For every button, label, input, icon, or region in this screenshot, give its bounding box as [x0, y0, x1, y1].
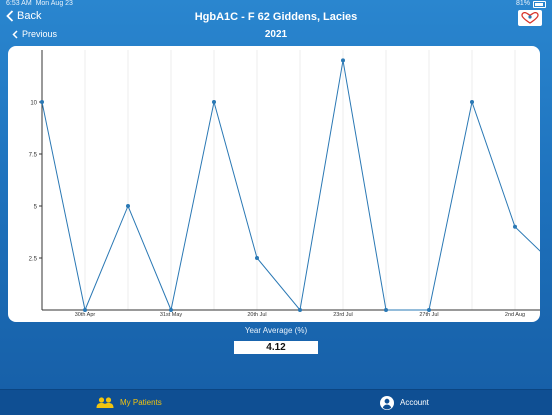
heart-logo-icon — [521, 12, 539, 24]
tab-bar: My Patients Account — [0, 389, 552, 415]
chevron-left-small-icon — [12, 29, 18, 39]
status-time: 6:53 AM — [6, 0, 32, 7]
x-tick-label: 2nd Aug — [505, 312, 525, 318]
data-point — [40, 100, 44, 104]
data-point — [513, 224, 517, 229]
series-line — [41, 60, 540, 312]
year-navigation: Previous 2021 — [0, 28, 552, 44]
page-title: HgbA1C - F 62 Giddens, Lacies — [194, 11, 358, 23]
battery-percent: 81% — [515, 0, 530, 7]
y-tick-label: 10 — [30, 101, 37, 107]
data-point — [298, 308, 302, 312]
status-date: Mon Aug 23 — [35, 0, 73, 7]
x-tick-label: 23rd Jul — [333, 312, 353, 318]
y-tick-label: 7.5 — [29, 153, 38, 159]
data-point — [169, 308, 173, 312]
tab-account[interactable]: Account — [380, 390, 429, 415]
status-time-date: 6:53 AM Mon Aug 23 — [6, 0, 73, 8]
data-point — [126, 204, 130, 208]
status-bar: 6:53 AM Mon Aug 23 81% — [0, 0, 552, 8]
data-point — [255, 256, 259, 260]
year-average-value: 4.12 — [234, 341, 318, 354]
data-point — [341, 58, 345, 63]
back-button[interactable]: Back — [6, 10, 41, 22]
y-tick-label: 2.5 — [29, 257, 38, 263]
x-tick-label: 27th Jul — [419, 312, 438, 318]
previous-label: Previous — [22, 29, 58, 39]
tab-account-label: Account — [400, 398, 429, 407]
app-logo — [518, 10, 542, 26]
users-icon — [96, 397, 114, 408]
data-point — [384, 308, 388, 312]
status-indicators: 81% — [516, 0, 546, 8]
data-point — [470, 100, 474, 104]
data-point — [83, 308, 87, 312]
year-average-label: Year Average (%) — [244, 326, 308, 335]
back-label: Back — [17, 10, 42, 22]
y-tick-label: 5 — [34, 205, 38, 211]
x-tick-label: 20th Jul — [247, 312, 266, 318]
year-label: 2021 — [264, 29, 288, 40]
data-point — [427, 308, 431, 312]
tab-my-patients[interactable]: My Patients — [96, 390, 162, 415]
previous-year-button[interactable]: Previous — [12, 29, 57, 39]
battery-icon — [533, 0, 546, 8]
account-icon — [380, 395, 394, 410]
chevron-left-icon — [6, 10, 14, 22]
tab-my-patients-label: My Patients — [120, 398, 162, 407]
data-point — [212, 100, 216, 104]
x-tick-label: 30th Apr — [75, 312, 96, 318]
nav-bar: Back HgbA1C - F 62 Giddens, Lacies — [0, 8, 552, 28]
chart-card: 2.5 5 7.5 10 30th Apr 31st May 20th Jul 23rd Ju… — [8, 46, 540, 322]
line-chart: 2.5 5 7.5 10 30th Apr 31st May 20th Jul 23rd Ju… — [29, 50, 540, 318]
x-tick-label: 31st May — [160, 312, 183, 318]
